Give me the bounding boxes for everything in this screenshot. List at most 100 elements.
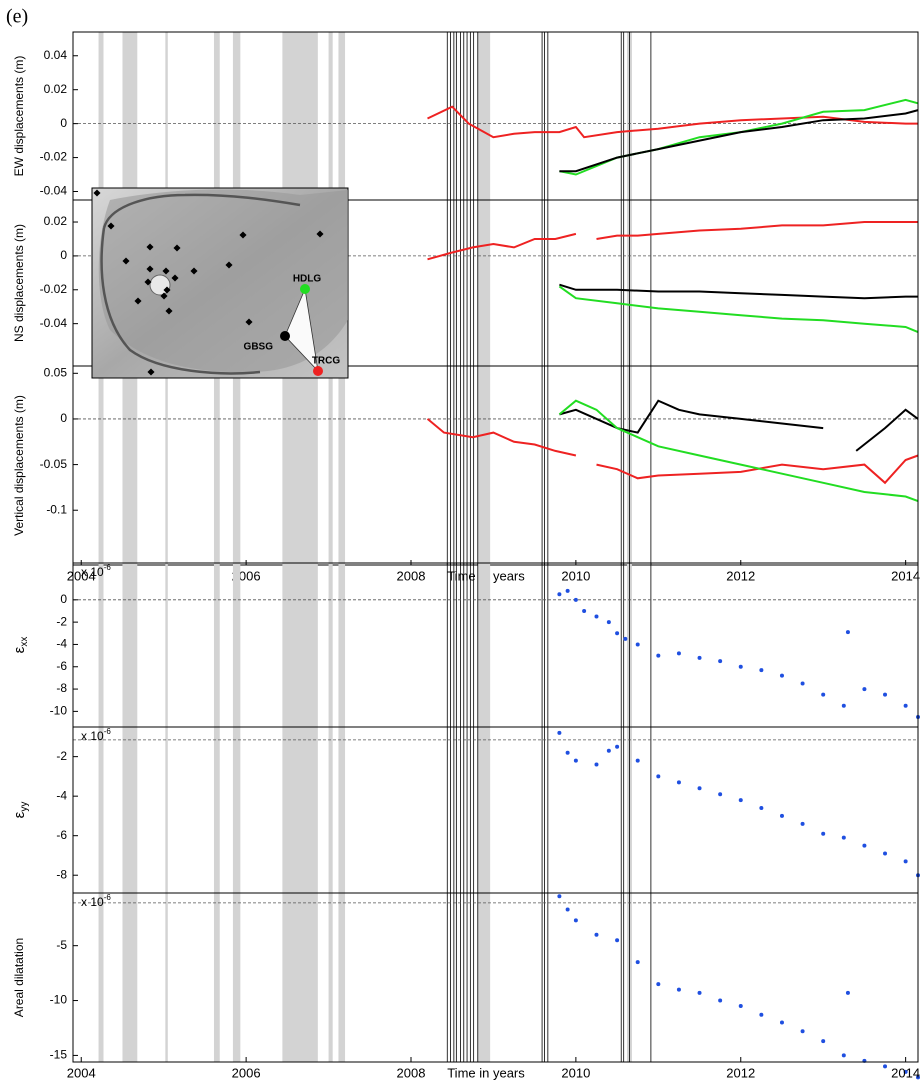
shaded-period (477, 727, 491, 893)
shaded-period (338, 563, 346, 727)
y-tick-label: -8 (56, 867, 67, 881)
shaded-period (328, 32, 333, 200)
map-site (316, 230, 324, 238)
data-point (862, 687, 867, 692)
data-point (779, 813, 784, 818)
data-point (841, 703, 846, 708)
multiplier-exp: -6 (104, 727, 112, 736)
data-point (594, 762, 599, 767)
data-point (656, 982, 661, 987)
shaded-period (165, 727, 168, 893)
panel-frame (72, 892, 919, 1063)
data-point (800, 681, 805, 686)
data-point (697, 786, 702, 791)
multiplier: x 10-6 (81, 893, 111, 909)
shaded-period (213, 893, 220, 1062)
data-point (718, 659, 723, 664)
panel-frame (72, 365, 919, 566)
data-point (676, 651, 681, 656)
series-line (559, 399, 919, 452)
panel: -0.04 -0.02 0 0.02 0.04 EW displacements (m) (12, 31, 919, 201)
y-tick-label: 0.02 (44, 82, 68, 96)
shaded-period (338, 727, 346, 893)
series-line (558, 399, 919, 503)
y-tick-label: -4 (56, 637, 67, 651)
y-tick-label: -10 (50, 993, 68, 1007)
inset-map: HDLG GBSG TRCG (91, 187, 349, 379)
shaded-period (328, 727, 333, 893)
panel-frame (72, 726, 919, 894)
panel: -15 -10 -5 Areal dilatation x 10-6 2004 2006 20… (12, 892, 920, 1080)
data-point (697, 655, 702, 660)
shaded-period (477, 32, 491, 200)
map-site (173, 244, 181, 252)
y-tick-label: -0.02 (40, 282, 68, 296)
shaded-period (282, 366, 318, 565)
data-point (738, 1004, 743, 1009)
y-axis-label: Areal dilatation (12, 938, 26, 1017)
shaded-period (282, 563, 318, 727)
y-tick-label: 0.04 (44, 48, 68, 62)
y-tick-label: 0.05 (44, 365, 68, 379)
figure-label: (e) (6, 6, 28, 28)
data-point (841, 835, 846, 840)
series-line (559, 283, 918, 300)
series-line (427, 105, 918, 139)
shaded-period (122, 366, 138, 565)
multiplier-base: x 10 (81, 729, 104, 743)
data-point (623, 636, 628, 641)
y-axis-label-text: ε (11, 811, 28, 818)
shaded-period (282, 32, 318, 200)
map-site (107, 222, 115, 230)
x-tick-label: 2014 (891, 568, 920, 583)
station-marker (313, 366, 323, 376)
y-axis-label-text: NS displacements (m) (12, 224, 26, 342)
data-point (582, 608, 587, 613)
map-site (147, 368, 155, 376)
shaded-period (165, 563, 168, 727)
data-point (718, 792, 723, 797)
y-axis-label: εxx (11, 637, 30, 654)
shaded-period (98, 893, 104, 1062)
data-point (718, 998, 723, 1003)
multiplier: x 10-6 (81, 727, 111, 743)
data-point (759, 1012, 764, 1017)
y-tick-label: 0 (60, 116, 67, 130)
shaded-period (213, 563, 220, 727)
x-tick-label: 2014 (891, 1065, 920, 1080)
data-point (903, 859, 908, 864)
shaded-period (232, 32, 241, 200)
data-point (615, 938, 620, 943)
y-tick-label: -15 (50, 1048, 68, 1062)
shaded-period (338, 366, 346, 565)
data-point (841, 1053, 846, 1058)
y-tick-label: -6 (56, 828, 67, 842)
y-tick-label: -0.1 (46, 502, 67, 516)
shaded-period (122, 893, 138, 1062)
series-line (427, 221, 918, 261)
y-tick-label: -0.02 (40, 150, 68, 164)
x-tick-label: 2004 (67, 1065, 96, 1080)
y-tick-label: 0.02 (44, 214, 68, 228)
map-site (171, 274, 179, 282)
data-point (557, 592, 562, 597)
x-tick-label: 2010 (561, 568, 590, 583)
x-tick-label: 2012 (726, 568, 755, 583)
map-site (146, 265, 154, 273)
shaded-period (477, 366, 491, 565)
map-enclos (98, 189, 348, 373)
shaded-period (122, 32, 138, 200)
y-tick-label: -8 (56, 681, 67, 695)
y-tick-label: 0 (60, 248, 67, 262)
shaded-period (213, 32, 220, 200)
x-tick-label: 2004 (67, 568, 96, 583)
shaded-period (165, 366, 168, 565)
shaded-period (477, 563, 491, 727)
y-tick-label: -0.04 (40, 184, 68, 198)
y-axis-label-text: Areal dilatation (12, 938, 26, 1017)
multiplier-base: x 10 (81, 895, 104, 909)
y-axis-label: EW displacements (m) (12, 56, 26, 177)
